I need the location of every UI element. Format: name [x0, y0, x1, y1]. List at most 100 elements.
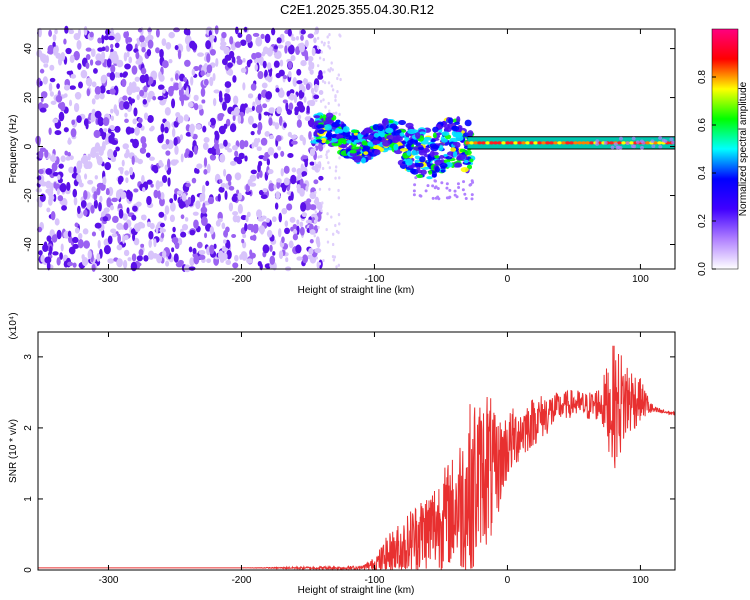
noise-cell: [59, 252, 63, 260]
signal-cell: [350, 146, 360, 150]
noise-cell: [147, 250, 155, 260]
carrier-cell: [671, 140, 676, 145]
noise-cell: [334, 98, 337, 102]
noise-cell: [223, 168, 227, 177]
noise-cell: [254, 64, 258, 72]
noise-cell: [306, 198, 312, 204]
noise-cell: [187, 101, 194, 108]
noise-cell: [296, 80, 303, 85]
noise-cell: [318, 56, 322, 60]
noise-cell: [89, 59, 94, 66]
noise-cell: [222, 239, 227, 244]
spectrogram-x-tick-label: 0: [505, 274, 511, 285]
noise-cell: [114, 42, 120, 49]
noise-cell: [184, 59, 191, 67]
noise-cell: [49, 64, 55, 71]
noise-cell: [284, 227, 290, 235]
noise-cell: [285, 257, 289, 263]
signal-cell: [462, 180, 466, 184]
noise-cell: [49, 245, 53, 256]
noise-cell: [268, 117, 273, 126]
signal-cell: [445, 196, 449, 200]
noise-cell: [122, 213, 128, 221]
noise-cell: [246, 258, 253, 264]
noise-cell: [196, 241, 203, 249]
noise-cell: [79, 182, 84, 188]
noise-cell: [315, 236, 320, 246]
carrier-cell: [497, 141, 502, 145]
signal-cell: [441, 131, 450, 136]
noise-cell: [282, 99, 288, 104]
noise-cell: [38, 150, 44, 159]
noise-cell: [94, 110, 102, 119]
noise-cell: [314, 190, 317, 195]
noise-cell: [123, 52, 128, 62]
noise-cell: [336, 76, 339, 81]
noise-cell: [195, 168, 200, 174]
noise-cell: [136, 122, 143, 129]
noise-cell: [267, 168, 274, 175]
noise-cell: [227, 68, 234, 76]
carrier-cell: [615, 145, 620, 150]
snr-y-tick-label: 0: [23, 567, 34, 573]
noise-cell: [316, 64, 320, 68]
noise-cell: [63, 127, 69, 133]
noise-cell: [303, 96, 307, 103]
signal-cell: [316, 124, 325, 129]
carrier-cell: [561, 141, 566, 145]
noise-cell: [287, 61, 293, 69]
noise-cell: [45, 180, 52, 189]
noise-cell: [304, 50, 309, 59]
noise-cell: [241, 238, 245, 244]
noise-cell: [324, 105, 327, 109]
noise-cell: [296, 119, 302, 128]
noise-cell: [292, 77, 298, 87]
signal-cell: [315, 139, 323, 143]
noise-cell: [201, 184, 206, 194]
noise-cell: [252, 223, 259, 234]
noise-cell: [274, 54, 282, 59]
noise-cell: [231, 110, 237, 116]
noise-cell: [174, 45, 179, 51]
carrier-cell: [521, 141, 526, 145]
noise-cell: [294, 106, 300, 114]
noise-cell: [209, 48, 216, 56]
noise-cell: [104, 161, 112, 171]
signal-cell: [452, 151, 458, 158]
noise-cell: [77, 238, 84, 249]
carrier-cell: [469, 141, 474, 145]
noise-cell: [319, 154, 323, 159]
noise-cell: [296, 256, 303, 261]
noise-cell: [159, 48, 164, 59]
noise-cell: [141, 46, 146, 53]
signal-cell: [405, 143, 412, 149]
noise-cell: [108, 134, 115, 144]
noise-cell: [224, 93, 229, 99]
noise-cell: [173, 253, 179, 263]
noise-cell: [142, 99, 147, 105]
noise-cell: [164, 126, 169, 134]
signal-cell: [406, 150, 412, 156]
noise-cell: [334, 176, 337, 180]
signal-cell: [443, 153, 449, 157]
noise-cell: [206, 53, 211, 63]
noise-cell: [277, 228, 282, 238]
noise-cell: [127, 257, 132, 262]
noise-cell: [40, 254, 45, 263]
noise-cell: [203, 169, 208, 175]
noise-cell: [94, 94, 100, 100]
noise-cell: [190, 194, 196, 204]
noise-cell: [53, 181, 57, 189]
noise-cell: [188, 150, 194, 158]
noise-cell: [124, 112, 128, 118]
spectrogram-y-label: Frequency (Hz): [8, 115, 19, 184]
noise-cell: [234, 254, 239, 262]
carrier-cell: [657, 141, 662, 145]
colorbar-tick-label: 0.6: [697, 118, 708, 132]
noise-cell: [302, 254, 309, 264]
noise-cell: [193, 66, 200, 72]
noise-cell: [290, 226, 294, 232]
noise-cell: [332, 111, 335, 116]
noise-cell: [91, 146, 98, 153]
noise-cell: [143, 85, 148, 93]
